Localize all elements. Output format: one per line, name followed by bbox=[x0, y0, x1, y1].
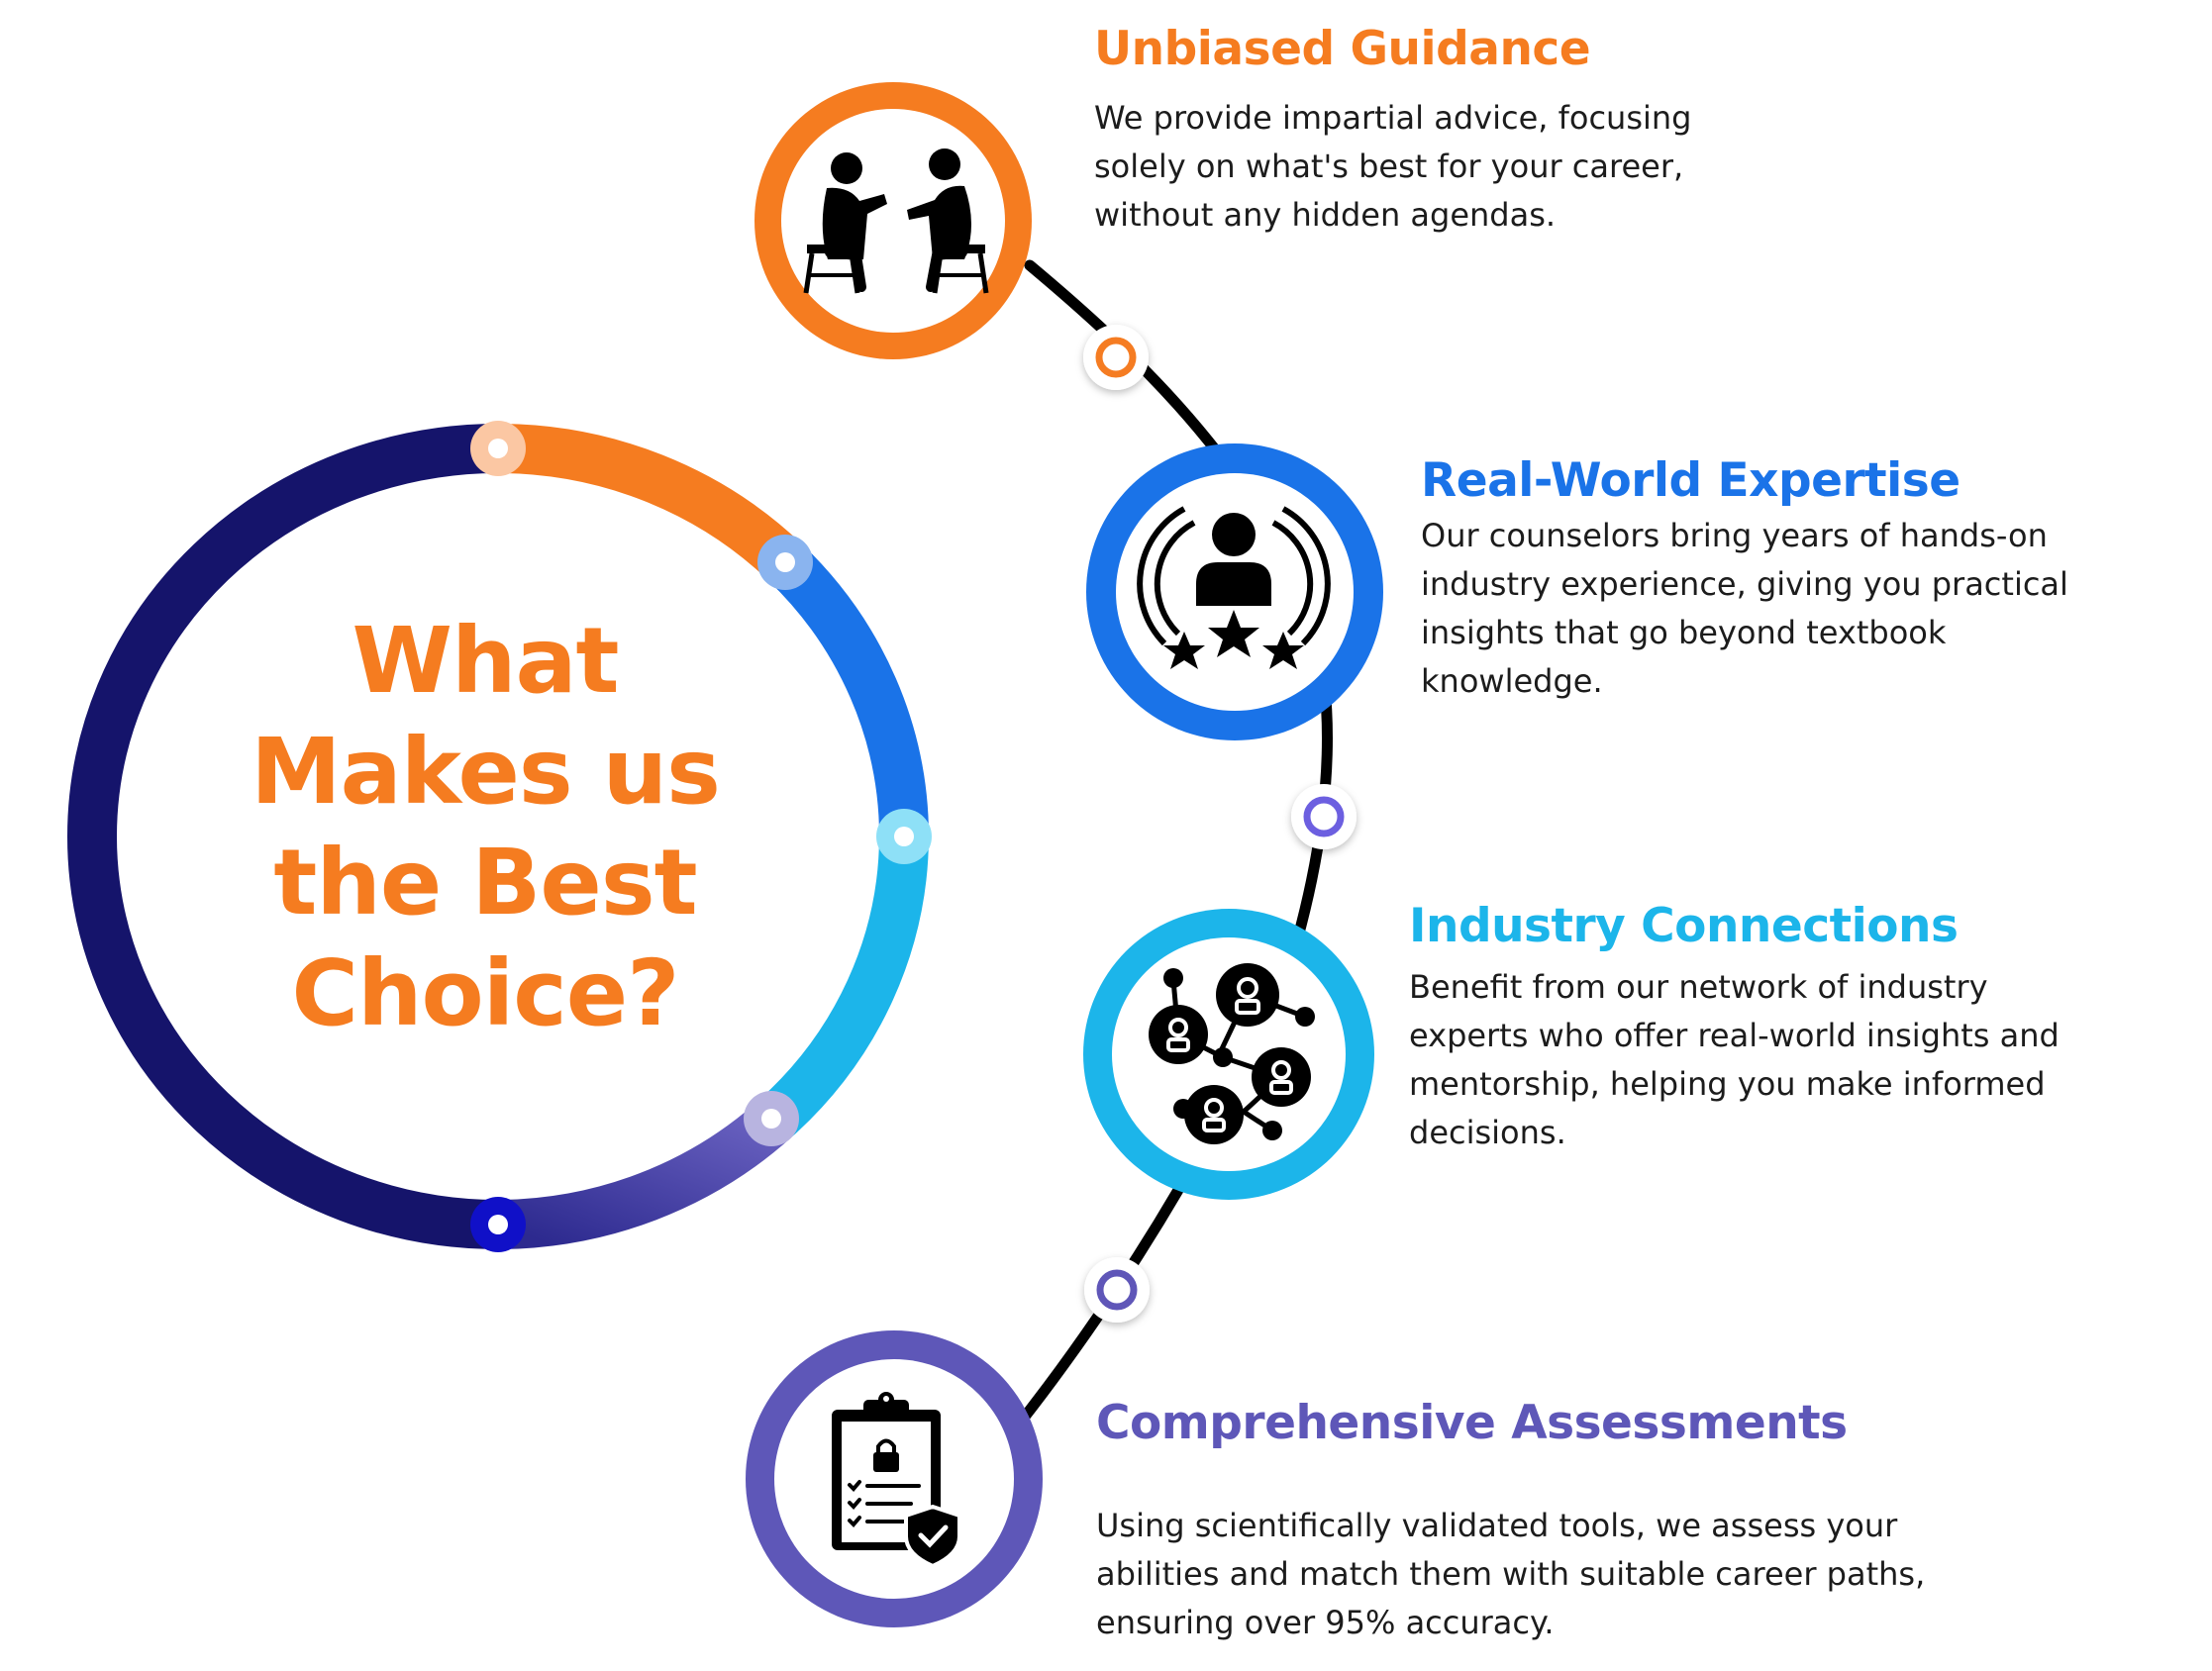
feature-description: Benefit from our network of industry exp… bbox=[1409, 963, 2060, 1157]
ring-dot bbox=[876, 809, 932, 864]
feature-description-line: abilities and match them with suitable c… bbox=[1096, 1555, 1926, 1593]
feature-description-line: Our counselors bring years of hands-on bbox=[1421, 517, 2048, 554]
feature-description-line: mentorship, helping you make informed bbox=[1409, 1065, 2046, 1103]
ring-segment-orange bbox=[497, 424, 803, 581]
feature-description-line: without any hidden agendas. bbox=[1094, 196, 1557, 234]
feature-description-line: solely on what's best for your career, bbox=[1094, 147, 1684, 185]
ring-dot bbox=[744, 1091, 799, 1146]
main-title-line: the Best bbox=[273, 830, 697, 935]
connector-node bbox=[1083, 325, 1149, 390]
ring-segment-indigo bbox=[497, 1100, 792, 1249]
ring-segment-blue bbox=[767, 543, 929, 837]
feature-unbiased-guidance: Unbiased Guidance We provide impartial a… bbox=[1094, 22, 1691, 240]
feature-description-line: knowledge. bbox=[1421, 662, 1603, 700]
feature-description-line: We provide impartial advice, focusing bbox=[1094, 99, 1692, 137]
feature-description: Using scientifically validated tools, we… bbox=[1096, 1502, 1925, 1647]
feature-heading: Comprehensive Assessments bbox=[1096, 1396, 1848, 1450]
ring-segment-cyan bbox=[758, 836, 929, 1137]
connector-node bbox=[1084, 1257, 1150, 1323]
feature-description-line: Benefit from our network of industry bbox=[1409, 968, 1988, 1006]
feature-description-line: Using scientifically validated tools, we… bbox=[1096, 1507, 1898, 1544]
two-people-talking-icon bbox=[803, 148, 989, 294]
connector-node bbox=[1291, 784, 1357, 849]
feature-description-line: insights that go beyond textbook bbox=[1421, 614, 1947, 651]
main-title-line: What bbox=[352, 608, 619, 714]
feature-description-line: experts who offer real-world insights an… bbox=[1409, 1017, 2060, 1054]
ring-dot bbox=[470, 1197, 526, 1252]
timeline-connector bbox=[1004, 259, 1333, 1441]
feature-description-line: decisions. bbox=[1409, 1114, 1566, 1151]
ring-segment-navy bbox=[67, 424, 499, 1249]
main-title-line: Makes us bbox=[251, 719, 721, 825]
ring-dot bbox=[757, 535, 813, 590]
network-people-icon bbox=[1149, 963, 1315, 1144]
feature-description-line: ensuring over 95% accuracy. bbox=[1096, 1604, 1555, 1641]
feature-comprehensive-assessments: Comprehensive Assessments Using scientif… bbox=[1096, 1396, 1925, 1647]
feature-circle-orange bbox=[754, 82, 1032, 359]
main-title-line: Choice? bbox=[291, 940, 679, 1046]
feature-heading: Unbiased Guidance bbox=[1094, 22, 1591, 76]
feature-heading: Real-World Expertise bbox=[1421, 453, 1961, 508]
main-ring bbox=[67, 424, 929, 1249]
feature-description-line: industry experience, giving you practica… bbox=[1421, 565, 2068, 603]
feature-industry-connections: Industry Connections Benefit from our ne… bbox=[1409, 899, 2060, 1157]
feature-description: Our counselors bring years of hands-on i… bbox=[1421, 512, 2068, 706]
main-title: What Makes us the Best Choice? bbox=[168, 606, 802, 1049]
ring-dot bbox=[470, 421, 526, 476]
feature-description: We provide impartial advice, focusing so… bbox=[1094, 94, 1691, 240]
clipboard-shield-icon bbox=[832, 1392, 961, 1569]
feature-real-world-expertise: Real-World Expertise Our counselors brin… bbox=[1421, 453, 2068, 706]
expert-stars-icon bbox=[1137, 506, 1331, 669]
feature-heading: Industry Connections bbox=[1409, 899, 1959, 953]
